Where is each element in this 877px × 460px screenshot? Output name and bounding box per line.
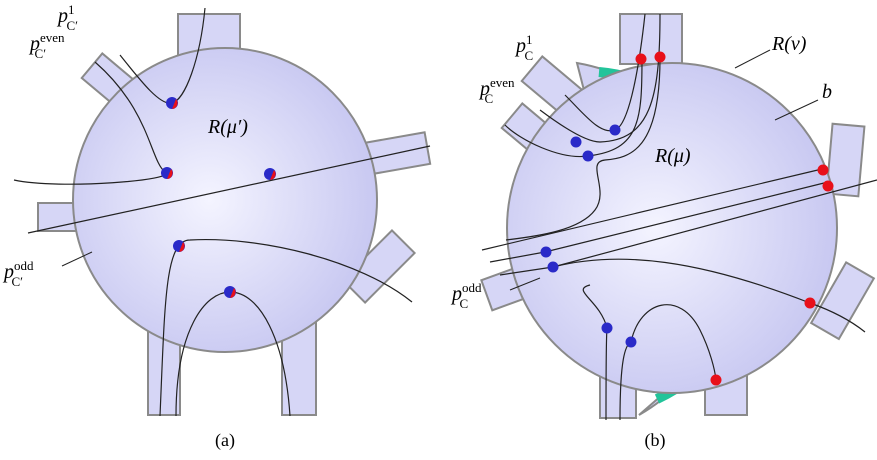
- endpoint: [711, 375, 722, 386]
- endpoint: [823, 181, 834, 192]
- endpoint: [602, 323, 613, 334]
- band-label: b: [822, 81, 832, 103]
- endpoint: [548, 262, 559, 273]
- figure: R(μ′) p1C′ pevenC′ poddC′ (a): [0, 0, 877, 460]
- label-part: even: [490, 75, 515, 90]
- label-part: even: [40, 30, 65, 45]
- region: [507, 63, 837, 393]
- caption: (a): [215, 430, 235, 451]
- label-part: 1: [526, 32, 533, 47]
- endpoint: [636, 54, 647, 65]
- label-part: C: [460, 296, 469, 311]
- label-part: C′: [67, 18, 79, 33]
- label-part: C: [525, 48, 534, 63]
- label-part: odd: [462, 280, 482, 295]
- caption: (b): [645, 430, 666, 451]
- endpoint: [583, 151, 594, 162]
- endpoint: [805, 298, 816, 309]
- outer-label: R(ν): [771, 33, 807, 55]
- label-part: C′: [12, 274, 24, 289]
- endpoint: [571, 137, 582, 148]
- endpoint: [541, 247, 552, 258]
- label-part: odd: [14, 258, 34, 273]
- label-part: C: [485, 91, 494, 106]
- leader: [735, 50, 770, 68]
- region-label: R(μ): [654, 145, 691, 167]
- endpoint: [818, 165, 829, 176]
- label-part: C′: [35, 46, 47, 61]
- region-label: R(μ′): [207, 116, 248, 138]
- label-part: 1: [68, 2, 75, 17]
- endpoint: [626, 337, 637, 348]
- region: [73, 48, 377, 352]
- endpoint: [655, 52, 666, 63]
- endpoint: [610, 125, 621, 136]
- tube: [620, 14, 682, 64]
